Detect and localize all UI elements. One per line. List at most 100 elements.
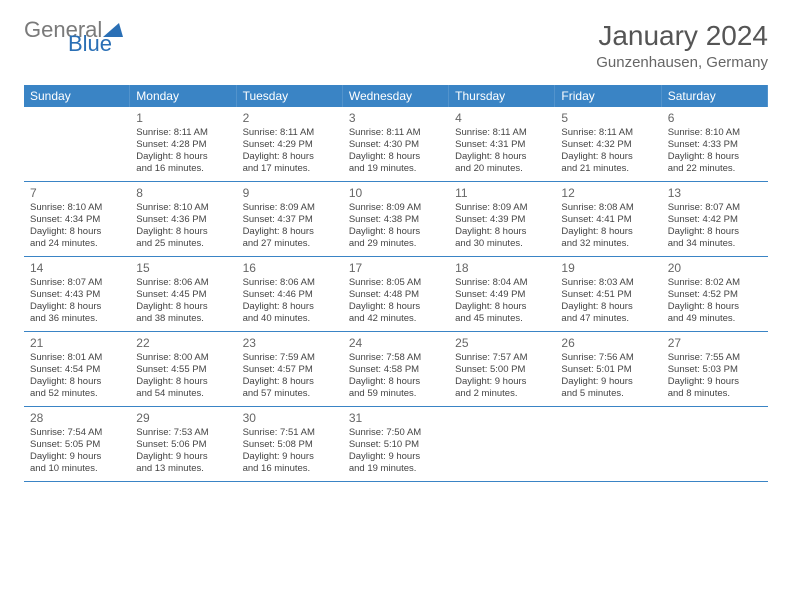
day-info-line: and 21 minutes. — [561, 163, 655, 175]
day-number: 15 — [136, 261, 230, 276]
day-info-line: Daylight: 8 hours — [668, 151, 762, 163]
day-info-line: and 30 minutes. — [455, 238, 549, 250]
day-info-line: and 19 minutes. — [349, 163, 443, 175]
day-info-line: Daylight: 8 hours — [243, 151, 337, 163]
day-number: 2 — [243, 111, 337, 126]
day-info-line: Sunrise: 8:11 AM — [455, 127, 549, 139]
day-info-line: Sunset: 4:42 PM — [668, 214, 762, 226]
day-info-line: Sunrise: 8:04 AM — [455, 277, 549, 289]
day-number: 1 — [136, 111, 230, 126]
day-info-line: Daylight: 8 hours — [136, 226, 230, 238]
day-info-line: Sunset: 5:03 PM — [668, 364, 762, 376]
month-title: January 2024 — [596, 20, 768, 52]
day-number: 29 — [136, 411, 230, 426]
week-row: 28Sunrise: 7:54 AMSunset: 5:05 PMDayligh… — [24, 407, 768, 482]
day-info-line: Sunset: 4:32 PM — [561, 139, 655, 151]
day-info-line: Sunset: 4:54 PM — [30, 364, 124, 376]
day-cell: 31Sunrise: 7:50 AMSunset: 5:10 PMDayligh… — [343, 407, 449, 481]
day-info-line: Sunrise: 8:11 AM — [243, 127, 337, 139]
day-info-line: and 5 minutes. — [561, 388, 655, 400]
day-info-line: Sunrise: 8:09 AM — [349, 202, 443, 214]
day-info-line: Daylight: 9 hours — [30, 451, 124, 463]
day-number: 10 — [349, 186, 443, 201]
day-info-line: Sunset: 5:00 PM — [455, 364, 549, 376]
day-info-line: Sunset: 4:52 PM — [668, 289, 762, 301]
day-info-line: Sunrise: 7:53 AM — [136, 427, 230, 439]
day-info-line: and 17 minutes. — [243, 163, 337, 175]
day-info-line: and 27 minutes. — [243, 238, 337, 250]
day-info-line: and 54 minutes. — [136, 388, 230, 400]
day-info-line: Sunset: 4:33 PM — [668, 139, 762, 151]
day-cell: 14Sunrise: 8:07 AMSunset: 4:43 PMDayligh… — [24, 257, 130, 331]
day-info-line: Sunset: 5:01 PM — [561, 364, 655, 376]
day-cell: 6Sunrise: 8:10 AMSunset: 4:33 PMDaylight… — [662, 107, 768, 181]
day-info-line: Sunrise: 7:55 AM — [668, 352, 762, 364]
day-info-line: and 29 minutes. — [349, 238, 443, 250]
empty-cell — [555, 407, 661, 481]
day-info-line: and 2 minutes. — [455, 388, 549, 400]
day-info-line: Daylight: 8 hours — [243, 376, 337, 388]
week-row: 14Sunrise: 8:07 AMSunset: 4:43 PMDayligh… — [24, 257, 768, 332]
day-info-line: Daylight: 9 hours — [455, 376, 549, 388]
day-info-line: and 16 minutes. — [243, 463, 337, 475]
day-info-line: Daylight: 8 hours — [668, 226, 762, 238]
day-info-line: Daylight: 8 hours — [561, 301, 655, 313]
day-info-line: Sunset: 4:30 PM — [349, 139, 443, 151]
day-number: 13 — [668, 186, 762, 201]
day-info-line: and 8 minutes. — [668, 388, 762, 400]
day-info-line: Sunrise: 8:06 AM — [136, 277, 230, 289]
day-number: 6 — [668, 111, 762, 126]
header: GeneralBlue January 2024 Gunzenhausen, G… — [24, 20, 768, 71]
day-number: 17 — [349, 261, 443, 276]
day-number: 26 — [561, 336, 655, 351]
day-info-line: Sunset: 4:37 PM — [243, 214, 337, 226]
day-info-line: Sunrise: 8:01 AM — [30, 352, 124, 364]
day-info-line: Sunrise: 7:57 AM — [455, 352, 549, 364]
day-cell: 20Sunrise: 8:02 AMSunset: 4:52 PMDayligh… — [662, 257, 768, 331]
day-info-line: Daylight: 8 hours — [243, 226, 337, 238]
day-cell: 10Sunrise: 8:09 AMSunset: 4:38 PMDayligh… — [343, 182, 449, 256]
day-header-sat: Saturday — [662, 85, 768, 107]
calendar: Sunday Monday Tuesday Wednesday Thursday… — [24, 85, 768, 482]
day-number: 27 — [668, 336, 762, 351]
day-info-line: and 34 minutes. — [668, 238, 762, 250]
day-cell: 27Sunrise: 7:55 AMSunset: 5:03 PMDayligh… — [662, 332, 768, 406]
day-number: 12 — [561, 186, 655, 201]
day-info-line: Sunrise: 8:10 AM — [668, 127, 762, 139]
day-header-fri: Friday — [555, 85, 661, 107]
day-info-line: Daylight: 8 hours — [455, 226, 549, 238]
day-info-line: Daylight: 9 hours — [136, 451, 230, 463]
day-info-line: Sunset: 5:05 PM — [30, 439, 124, 451]
day-cell: 24Sunrise: 7:58 AMSunset: 4:58 PMDayligh… — [343, 332, 449, 406]
day-info-line: Sunrise: 8:07 AM — [30, 277, 124, 289]
day-header-row: Sunday Monday Tuesday Wednesday Thursday… — [24, 85, 768, 107]
brand-text-blue: Blue — [68, 34, 112, 54]
day-cell: 13Sunrise: 8:07 AMSunset: 4:42 PMDayligh… — [662, 182, 768, 256]
day-info-line: Daylight: 8 hours — [668, 301, 762, 313]
day-info-line: and 42 minutes. — [349, 313, 443, 325]
day-cell: 28Sunrise: 7:54 AMSunset: 5:05 PMDayligh… — [24, 407, 130, 481]
day-cell: 29Sunrise: 7:53 AMSunset: 5:06 PMDayligh… — [130, 407, 236, 481]
day-info-line: Sunset: 4:55 PM — [136, 364, 230, 376]
day-number: 7 — [30, 186, 124, 201]
day-number: 11 — [455, 186, 549, 201]
day-info-line: Daylight: 8 hours — [30, 376, 124, 388]
day-cell: 3Sunrise: 8:11 AMSunset: 4:30 PMDaylight… — [343, 107, 449, 181]
day-info-line: Sunrise: 8:03 AM — [561, 277, 655, 289]
day-cell: 25Sunrise: 7:57 AMSunset: 5:00 PMDayligh… — [449, 332, 555, 406]
day-number: 25 — [455, 336, 549, 351]
day-info-line: and 24 minutes. — [30, 238, 124, 250]
day-info-line: Sunrise: 8:11 AM — [136, 127, 230, 139]
day-cell: 4Sunrise: 8:11 AMSunset: 4:31 PMDaylight… — [449, 107, 555, 181]
day-info-line: and 20 minutes. — [455, 163, 549, 175]
day-header-thu: Thursday — [449, 85, 555, 107]
day-cell: 30Sunrise: 7:51 AMSunset: 5:08 PMDayligh… — [237, 407, 343, 481]
day-info-line: Sunrise: 7:51 AM — [243, 427, 337, 439]
day-number: 16 — [243, 261, 337, 276]
day-info-line: and 38 minutes. — [136, 313, 230, 325]
day-number: 5 — [561, 111, 655, 126]
day-cell: 9Sunrise: 8:09 AMSunset: 4:37 PMDaylight… — [237, 182, 343, 256]
day-info-line: Sunrise: 7:58 AM — [349, 352, 443, 364]
day-info-line: Sunrise: 8:02 AM — [668, 277, 762, 289]
day-number: 23 — [243, 336, 337, 351]
